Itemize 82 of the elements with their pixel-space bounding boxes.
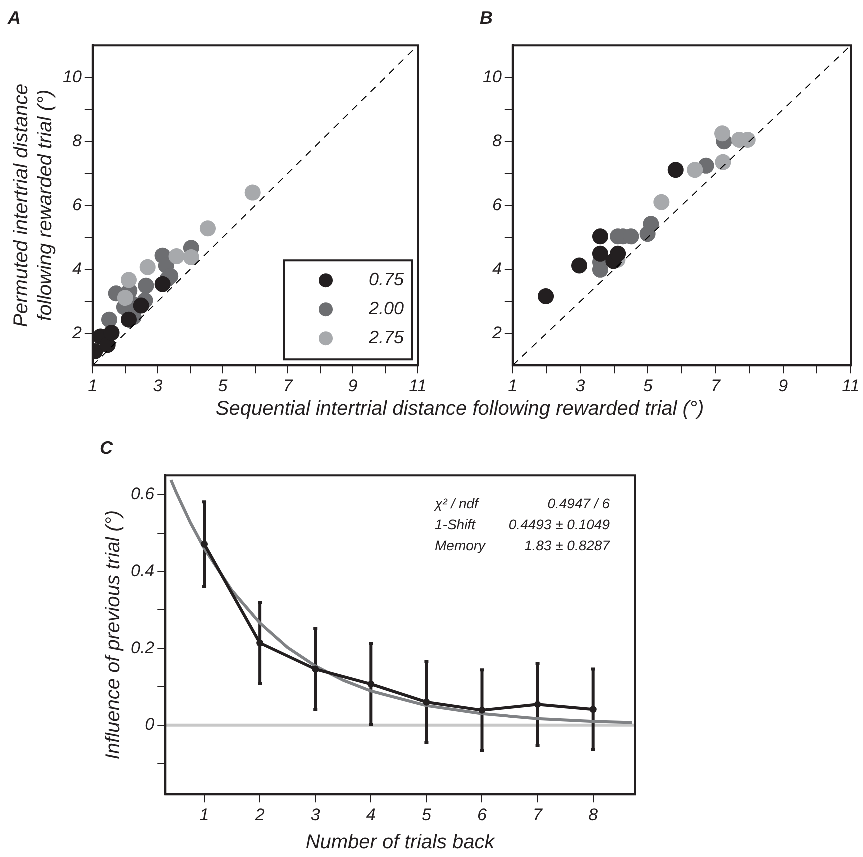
x-tick-label: 7 bbox=[283, 376, 294, 396]
annotation: 1.83 ± 0.8287 bbox=[524, 537, 612, 554]
point bbox=[200, 220, 216, 237]
point bbox=[201, 540, 208, 548]
point bbox=[120, 312, 137, 328]
x-tick-label: 5 bbox=[643, 376, 654, 396]
x-tick-label: 7 bbox=[711, 376, 722, 396]
y-axis-title: Permuted intertrial distance following rewarded trial (°) bbox=[10, 84, 57, 328]
x-axis-title: Number of trials back bbox=[306, 832, 496, 854]
x-tick-label: 5 bbox=[422, 806, 432, 825]
x-tick-label: 1 bbox=[88, 376, 98, 396]
x-tick-label: 3 bbox=[153, 376, 164, 396]
point bbox=[133, 298, 150, 314]
annotation: 0.4947 / 6 bbox=[548, 495, 610, 512]
chart-title: C bbox=[100, 438, 114, 458]
point bbox=[478, 706, 486, 714]
legend-label: 2.75 bbox=[368, 328, 405, 348]
y-tick-label: 4 bbox=[492, 259, 502, 278]
point bbox=[312, 666, 320, 673]
x-tick-label: 1 bbox=[508, 376, 518, 396]
y-tick-label: 10 bbox=[62, 67, 82, 86]
point bbox=[168, 248, 185, 264]
y-tick-label: 0 bbox=[145, 715, 156, 734]
x-tick-label: 8 bbox=[588, 806, 599, 825]
x-tick-label: 3 bbox=[310, 806, 321, 825]
y-tick-label: 10 bbox=[482, 67, 502, 86]
y-tick-label: 8 bbox=[492, 131, 502, 150]
annotation: 1-Shift bbox=[435, 516, 477, 532]
point bbox=[117, 290, 134, 306]
y-tick-label: 2 bbox=[491, 323, 502, 342]
point bbox=[592, 228, 608, 245]
chart-title: A bbox=[7, 8, 21, 28]
x-tick-label: 4 bbox=[366, 806, 376, 825]
point bbox=[538, 288, 554, 304]
point bbox=[154, 276, 171, 292]
point bbox=[183, 249, 200, 266]
point bbox=[592, 246, 608, 262]
point bbox=[668, 162, 684, 178]
point bbox=[138, 278, 154, 294]
point bbox=[715, 154, 732, 170]
point bbox=[140, 259, 156, 276]
y-tick-label: 0.4 bbox=[130, 561, 155, 580]
y-tick-label: 0.2 bbox=[130, 638, 156, 658]
x-tick-label: 1 bbox=[200, 806, 210, 825]
y-tick-label: 8 bbox=[72, 131, 82, 150]
x-tick-label: 7 bbox=[533, 806, 544, 825]
y-tick-label: 2 bbox=[71, 323, 82, 342]
x-tick-label: 9 bbox=[778, 376, 789, 396]
x-tick-label: 11 bbox=[409, 376, 427, 396]
annotation: 0.4493 ± 0.1049 bbox=[508, 516, 610, 532]
point bbox=[256, 640, 264, 647]
x-tick-label: 6 bbox=[478, 806, 488, 825]
point bbox=[643, 216, 660, 232]
x-tick-label: 5 bbox=[218, 376, 228, 396]
point bbox=[368, 680, 375, 688]
x-tick-label: 9 bbox=[348, 376, 358, 396]
point bbox=[101, 312, 118, 328]
y-axis-title: Influence of previous trial (°) bbox=[102, 510, 125, 760]
legend-label: 0.75 bbox=[368, 270, 405, 290]
x-tick-label: 3 bbox=[576, 376, 586, 396]
x-tick-label: 11 bbox=[842, 376, 860, 396]
point bbox=[687, 162, 704, 178]
point bbox=[120, 272, 137, 288]
annotation: Memory bbox=[435, 537, 487, 554]
point bbox=[534, 701, 542, 708]
point bbox=[244, 184, 261, 201]
point bbox=[610, 246, 626, 262]
legend-label: 2.00 bbox=[368, 298, 404, 319]
chart-title: B bbox=[480, 8, 493, 28]
point bbox=[654, 194, 670, 210]
point bbox=[423, 698, 430, 706]
y-tick-label: 6 bbox=[492, 195, 502, 214]
point bbox=[104, 324, 120, 341]
x-axis-title: Sequential intertrial distance following rewarded trial (°) bbox=[214, 398, 706, 421]
point bbox=[590, 706, 597, 714]
y-tick-label: 4 bbox=[72, 259, 82, 278]
x-tick-label: 2 bbox=[254, 806, 266, 825]
y-tick-label: 6 bbox=[72, 195, 82, 214]
y-tick-label: 0.6 bbox=[130, 484, 156, 504]
point bbox=[572, 258, 588, 274]
point bbox=[714, 126, 731, 142]
annotation: χ² / ndf bbox=[433, 495, 481, 512]
